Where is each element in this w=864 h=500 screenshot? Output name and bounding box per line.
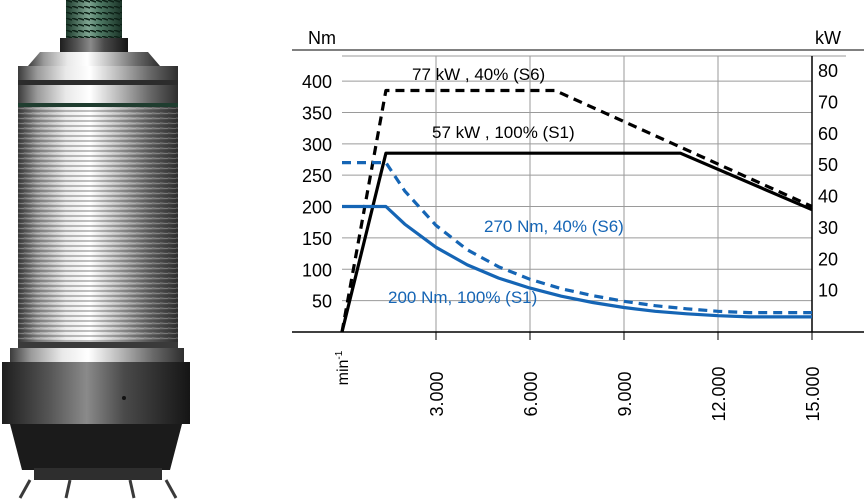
y-left-tick-label: 100 [302,260,332,280]
y-left-tick-label: 400 [302,72,332,92]
y-right-tick-label: 70 [818,92,838,112]
x-unit-label: min-1 [334,350,352,385]
x-unit-exponent: -1 [334,350,345,359]
x-tick-label: 6.000 [521,371,541,416]
y-right-tick-label: 40 [818,187,838,207]
series-group [340,88,813,333]
x-tick-label: 3.000 [427,371,447,416]
x-tick-label: 12.000 [709,366,729,421]
x-tick-label: 9.000 [615,371,635,416]
y-left-unit-label: Nm [308,28,336,48]
torque-curve [342,161,812,315]
y-left-tick-label: 350 [302,103,332,123]
spindle-motor-image [2,0,190,499]
labels-group: 3.000 6.000 9.000 12.000 15.000 min-1 50 100 150… [302,28,841,422]
y-left-tick-label: 250 [302,166,332,186]
x-unit-base: min [335,360,352,386]
series-label: 77 kW , 40% (S6) [412,65,545,84]
y-left-tick-label: 50 [312,292,332,312]
series-label: 200 Nm, 100% (S1) [388,288,537,307]
series-label: 270 Nm, 40% (S6) [484,217,624,236]
y-left-tick-label: 150 [302,229,332,249]
power-curve [340,88,813,333]
y-right-tick-label: 20 [818,249,838,269]
y-right-tick-label: 80 [818,61,838,81]
y-right-tick-label: 30 [818,218,838,238]
x-tick-label: 15.000 [803,366,823,421]
y-right-unit-label: kW [815,28,841,48]
axes [292,49,864,340]
power-curve [340,151,813,333]
y-right-tick-label: 50 [818,155,838,175]
y-right-tick-label: 60 [818,124,838,144]
y-left-tick-label: 200 [302,198,332,218]
torque-curve [342,204,812,319]
series-label: 57 kW , 100% (S1) [432,123,575,142]
y-left-tick-label: 300 [302,135,332,155]
y-right-tick-label: 10 [818,281,838,301]
